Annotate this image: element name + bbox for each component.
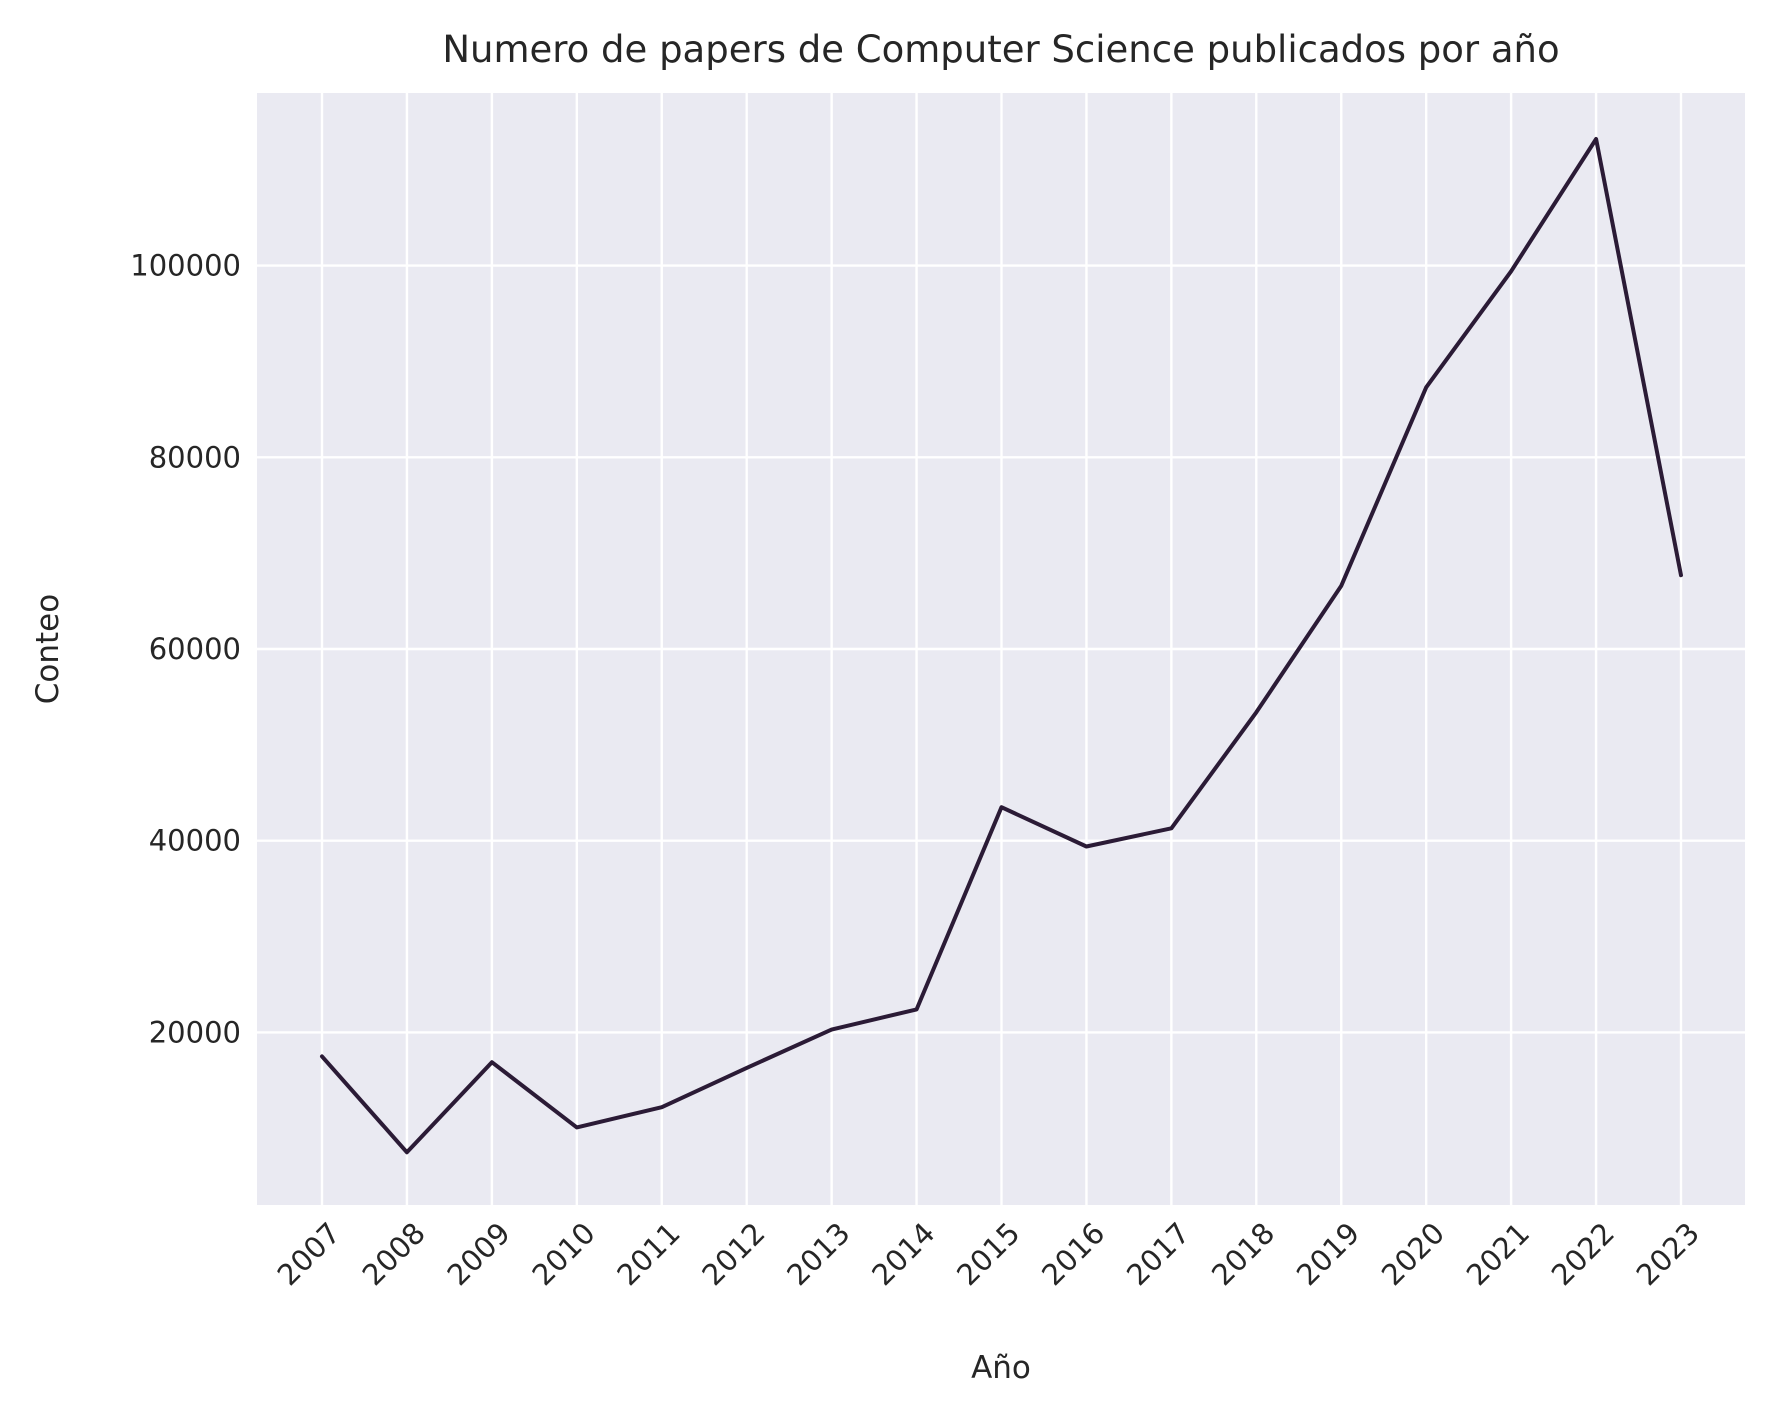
x-tick-label: 2019 [1290, 1216, 1366, 1292]
x-tick-label: 2007 [271, 1216, 347, 1292]
y-tick-label: 80000 [149, 440, 241, 474]
y-axis-label: Conteo [30, 594, 66, 704]
x-tick-label: 2012 [695, 1216, 771, 1292]
x-tick-label: 2009 [441, 1216, 517, 1292]
series-line [320, 137, 1683, 1155]
y-tick-label: 60000 [149, 632, 241, 666]
y-tick-labels: 20000 40000 60000 80000 100000 [130, 249, 241, 1050]
x-tick-label: 2017 [1120, 1216, 1196, 1292]
y-tick-label: 100000 [130, 249, 241, 283]
x-tick-label: 2015 [950, 1216, 1026, 1292]
x-tick-label: 2013 [780, 1216, 856, 1292]
y-tick-label: 40000 [149, 824, 241, 858]
x-tick-label: 2023 [1630, 1216, 1706, 1292]
x-tick-labels: 2007 2008 2009 2010 2011 2012 2013 2014 2015 2016… [271, 1216, 1706, 1292]
x-tick-label: 2008 [356, 1216, 432, 1292]
x-axis-label: Año [971, 1350, 1031, 1386]
x-tick-label: 2020 [1375, 1216, 1451, 1292]
x-tick-label: 2016 [1035, 1216, 1111, 1292]
x-tick-label: 2021 [1460, 1216, 1536, 1292]
x-tick-label: 2018 [1205, 1216, 1281, 1292]
grid-lines [257, 93, 1745, 1205]
y-tick-label: 20000 [149, 1015, 241, 1049]
chart-title: Numero de papers de Computer Science pub… [442, 28, 1559, 71]
x-tick-label: 2011 [610, 1216, 686, 1292]
x-tick-label: 2014 [865, 1216, 941, 1292]
x-tick-label: 2010 [526, 1216, 602, 1292]
x-tick-label: 2022 [1545, 1216, 1621, 1292]
